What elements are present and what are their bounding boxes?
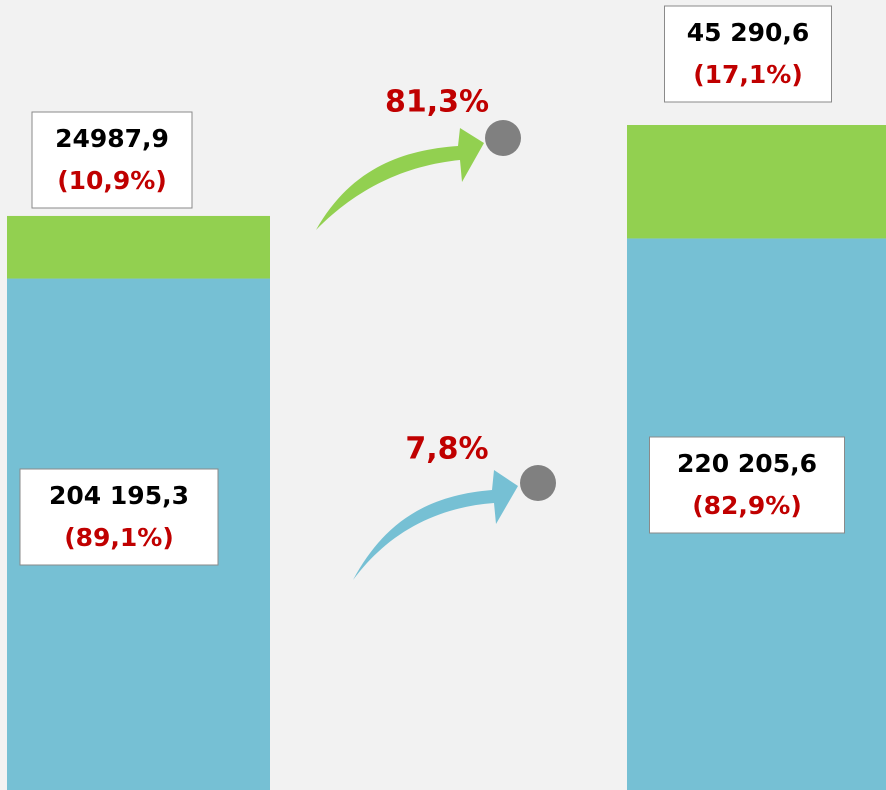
value-label: 204 195,3 <box>49 481 189 510</box>
growth-label: 7,8% <box>405 432 488 467</box>
share-label: (89,1%) <box>64 523 174 552</box>
data-label: 24987,9 (10,9%) <box>31 111 193 209</box>
label-box <box>19 468 219 566</box>
bar-segment <box>627 125 886 239</box>
growth-arrow <box>353 470 518 580</box>
share-label: (17,1%) <box>693 60 803 89</box>
dot <box>520 465 556 501</box>
value-label: 220 205,6 <box>677 449 817 478</box>
share-label: (10,9%) <box>57 166 167 195</box>
bar-segment <box>7 215 270 279</box>
label-box <box>664 5 832 103</box>
growth-label: 81,3% <box>385 85 489 120</box>
data-label: 220 205,6 (82,9%) <box>649 436 845 534</box>
value-label: 45 290,6 <box>687 18 810 47</box>
data-label: 45 290,6 (17,1%) <box>664 5 832 103</box>
label-box <box>649 436 845 534</box>
value-label: 24987,9 <box>55 124 169 153</box>
data-label: 204 195,3 (89,1%) <box>19 468 219 566</box>
dot <box>485 120 521 156</box>
growth-arrow <box>316 128 484 230</box>
label-box <box>31 111 193 209</box>
share-label: (82,9%) <box>692 491 802 520</box>
arrows <box>316 120 556 580</box>
